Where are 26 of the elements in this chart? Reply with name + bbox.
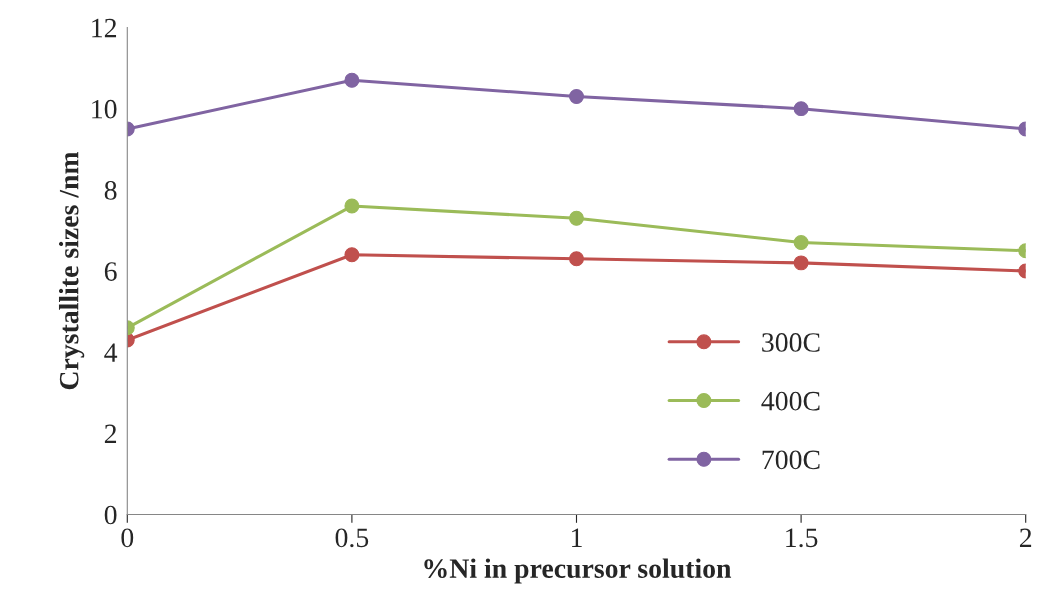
y-tick-label: 2 xyxy=(104,424,117,443)
x-tick-label: 1.5 xyxy=(786,528,818,548)
x-tick-label: 0.5 xyxy=(335,528,369,548)
x-tick-label: 0 xyxy=(121,528,134,548)
y-tick-label: 10 xyxy=(92,99,117,119)
point xyxy=(569,89,584,104)
point xyxy=(793,101,809,117)
legend-label: 400C xyxy=(761,391,820,411)
point xyxy=(344,198,360,214)
y-tick-label: 8 xyxy=(104,180,117,200)
x-tick-label: 2 xyxy=(1019,528,1032,547)
y-tick-label: 12 xyxy=(92,18,117,38)
legend-label: 300C xyxy=(762,333,820,352)
y-axis-title: Crystallite sizes /nm xyxy=(58,151,85,390)
point xyxy=(344,72,360,88)
point xyxy=(569,210,584,226)
point xyxy=(344,247,360,263)
point xyxy=(793,255,809,271)
y-tick-label: 6 xyxy=(104,262,117,281)
legend-label: 700C xyxy=(762,450,820,470)
y-tick-label: 0 xyxy=(104,505,117,525)
point xyxy=(569,251,584,267)
y-tick-label: 4 xyxy=(104,343,118,362)
x-axis-title: %Ni in precursor solution xyxy=(424,558,732,584)
point xyxy=(793,235,809,251)
x-tick-label: 1 xyxy=(572,528,582,547)
